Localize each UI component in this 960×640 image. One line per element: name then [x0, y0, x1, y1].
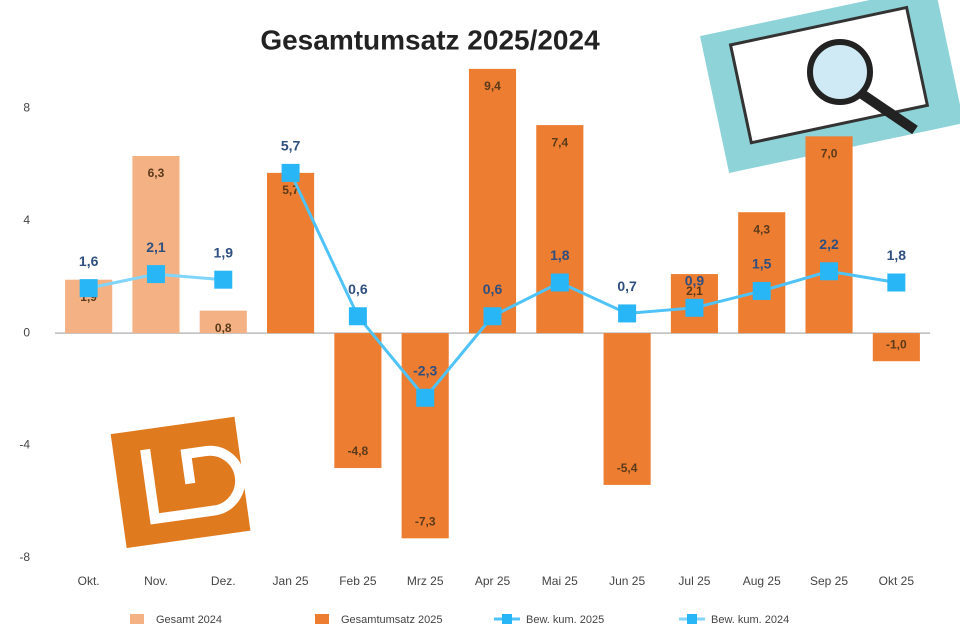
- bar-value-label: 2,1: [686, 284, 703, 298]
- y-tick-label: -4: [19, 438, 30, 452]
- bar: [267, 172, 315, 334]
- x-tick-label: Okt.: [78, 574, 100, 588]
- x-tick-label: Jun 25: [609, 574, 645, 588]
- bar-value-label: -1,0: [886, 337, 907, 351]
- legend-swatch: [502, 614, 512, 624]
- line-value-label: 1,9: [214, 244, 234, 260]
- line-value-label: 0,9: [685, 273, 705, 289]
- line-value-label: 2,2: [819, 236, 839, 252]
- bar-value-label: 0,8: [215, 321, 232, 335]
- line-marker: [618, 304, 637, 323]
- line-marker: [550, 273, 569, 292]
- bar-value-label: -5,4: [617, 461, 638, 475]
- x-tick-label: Mai 25: [542, 574, 578, 588]
- line-value-label: 2,1: [146, 239, 166, 255]
- illustration: [700, 0, 960, 174]
- line-marker: [416, 388, 435, 407]
- line-value-label: 0,7: [617, 278, 637, 294]
- x-tick-label: Feb 25: [339, 574, 377, 588]
- line-value-label: 0,6: [483, 281, 503, 297]
- bar: [805, 136, 853, 334]
- bar: [603, 333, 651, 485]
- line-marker: [752, 281, 771, 300]
- bar: [401, 333, 449, 539]
- bar: [536, 125, 584, 334]
- bar-value-label: -4,8: [348, 444, 369, 458]
- bar-value-label: 6,3: [148, 166, 165, 180]
- bar-value-label: -7,3: [415, 514, 436, 528]
- line-marker: [348, 307, 367, 326]
- x-tick-label: Aug 25: [743, 574, 781, 588]
- bar: [199, 310, 247, 334]
- line-marker: [146, 265, 165, 284]
- x-tick-label: Apr 25: [475, 574, 511, 588]
- bar-value-label: 7,4: [551, 135, 568, 149]
- x-tick-label: Okt 25: [879, 574, 915, 588]
- line-marker: [887, 273, 906, 292]
- y-tick-label: 4: [23, 213, 30, 227]
- line-value-label: 1,8: [550, 247, 570, 263]
- line-marker: [820, 262, 839, 281]
- line-value-label: 0,6: [348, 281, 368, 297]
- y-tick-label: 8: [23, 100, 30, 114]
- line-value-label: 1,8: [887, 247, 907, 263]
- legend-swatch: [130, 614, 144, 624]
- legend-swatch: [315, 614, 329, 624]
- chart-title: Gesamtumsatz 2025/2024: [260, 24, 600, 55]
- bar: [132, 156, 180, 334]
- line-marker: [483, 307, 502, 326]
- line-marker: [79, 279, 98, 298]
- line-value-label: 1,6: [79, 253, 99, 269]
- line-value-label: -2,3: [413, 362, 437, 378]
- x-tick-label: Mrz 25: [407, 574, 444, 588]
- legend-label: Gesamt 2024: [156, 614, 222, 626]
- bar-value-label: 7,0: [821, 147, 838, 161]
- line-marker: [281, 163, 300, 182]
- x-tick-label: Sep 25: [810, 574, 848, 588]
- line-value-label: 1,5: [752, 256, 772, 272]
- x-tick-label: Jan 25: [273, 574, 309, 588]
- y-tick-label: 0: [23, 325, 30, 339]
- bar: [334, 333, 382, 469]
- bar-value-label: 9,4: [484, 79, 501, 93]
- bar: [468, 68, 517, 334]
- line-marker: [685, 298, 704, 317]
- y-tick-label: -8: [19, 550, 30, 564]
- logo: [110, 416, 251, 549]
- bar-value-label: 4,3: [753, 222, 770, 236]
- legend-label: Bew. kum. 2024: [711, 614, 789, 626]
- legend-label: Bew. kum. 2025: [526, 614, 604, 626]
- bar-value-label: 5,7: [282, 183, 299, 197]
- legend-swatch: [687, 614, 697, 624]
- line-marker: [214, 270, 233, 289]
- x-tick-label: Nov.: [144, 574, 168, 588]
- legend-label: Gesamtumsatz 2025: [341, 614, 443, 626]
- line-value-label: 5,7: [281, 138, 301, 154]
- x-tick-label: Dez.: [211, 574, 236, 588]
- x-tick-label: Jul 25: [678, 574, 710, 588]
- bar: [738, 212, 786, 334]
- line: [289, 172, 897, 401]
- bar: [872, 333, 920, 362]
